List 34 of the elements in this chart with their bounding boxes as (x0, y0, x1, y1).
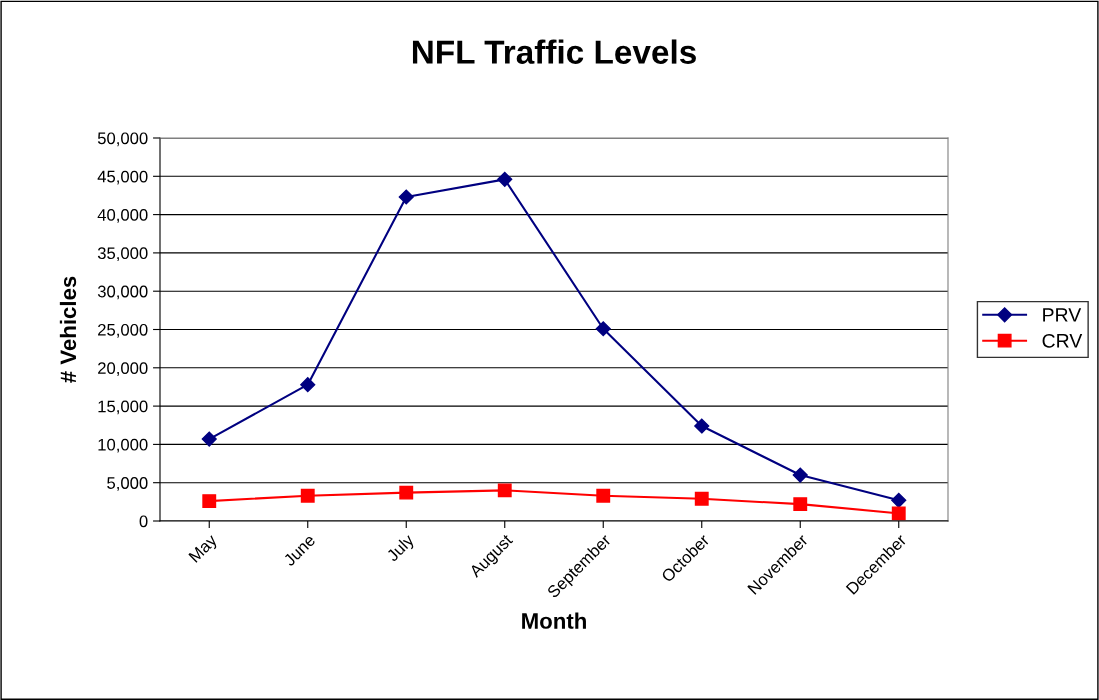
y-tick-label: 35,000 (97, 247, 148, 262)
point (300, 377, 316, 393)
x-axis-title: Month (522, 612, 586, 629)
legend-label: CRV (1042, 333, 1083, 348)
point (300, 488, 315, 503)
point (595, 321, 611, 337)
point (201, 431, 217, 447)
y-tick-label: 5,000 (107, 477, 148, 491)
point (793, 497, 808, 512)
y-tick-label: 20,000 (98, 362, 148, 376)
point (694, 491, 709, 506)
point (202, 494, 217, 509)
y-tick-label: 40,000 (97, 209, 148, 223)
y-tick-label: 50,000 (97, 132, 148, 147)
point (398, 189, 414, 205)
y-tick-label: 30,000 (97, 285, 148, 300)
point (596, 488, 611, 503)
point (694, 418, 710, 434)
y-tick-label: 45,000 (97, 170, 148, 185)
point (497, 483, 512, 498)
legend-label: PRV (1043, 308, 1082, 322)
x-tick-label: May (188, 533, 221, 566)
point (792, 467, 808, 483)
y-tick-label: 10,000 (98, 438, 148, 453)
point (891, 492, 907, 508)
point (497, 171, 513, 187)
y-tick-label: 0 (139, 515, 148, 528)
x-tick-label: July (385, 532, 418, 565)
point (399, 485, 414, 500)
y-axis-title: # Vehicles (59, 276, 77, 383)
y-tick-label: 25,000 (98, 323, 148, 338)
point (891, 506, 906, 521)
y-tick-label: 15,000 (98, 400, 148, 415)
chart-title: NFL Traffic Levels (412, 39, 696, 64)
